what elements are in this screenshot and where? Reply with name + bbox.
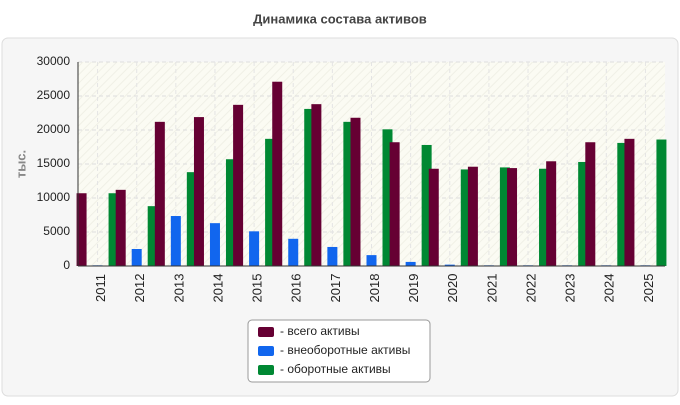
bar — [546, 161, 557, 266]
bar — [428, 168, 439, 266]
bar — [170, 216, 181, 266]
y-tick-label: 30000 — [37, 54, 71, 68]
x-tick-label: 2014 — [210, 274, 225, 303]
bar — [421, 144, 432, 266]
bar — [186, 172, 197, 266]
bar — [304, 108, 315, 266]
bar — [389, 142, 400, 266]
legend-label: - всего активы — [280, 324, 360, 338]
bar — [115, 189, 126, 266]
legend-label: - оборотные активы — [280, 362, 391, 376]
y-tick-label: 15000 — [37, 156, 71, 170]
x-tick-label: 2018 — [367, 274, 382, 303]
x-tick-label: 2019 — [406, 274, 421, 303]
bar — [265, 138, 276, 266]
bar — [76, 193, 87, 266]
bar — [444, 264, 455, 266]
bar — [366, 255, 377, 266]
bar — [147, 206, 158, 266]
x-tick-label: 2011 — [93, 274, 108, 302]
bar — [617, 142, 628, 266]
y-tick-label: 10000 — [37, 190, 71, 204]
x-tick-label: 2022 — [523, 274, 538, 303]
bar — [225, 159, 236, 266]
bar — [327, 246, 338, 266]
bar — [249, 231, 260, 266]
bar — [585, 142, 596, 266]
x-tick-label: 2012 — [132, 274, 147, 303]
bar — [578, 161, 589, 266]
bar — [467, 166, 478, 266]
bar — [209, 223, 220, 266]
legend — [247, 319, 431, 383]
bar — [233, 104, 244, 266]
y-tick-label: 5000 — [43, 224, 70, 238]
legend-label: - внеоборотные активы — [280, 343, 410, 357]
x-tick-label: 2020 — [445, 274, 460, 303]
bar — [460, 169, 471, 266]
x-tick-label: 2021 — [484, 274, 499, 303]
bar — [343, 121, 354, 266]
bar — [154, 121, 165, 266]
bar — [405, 261, 416, 266]
bar — [382, 129, 393, 266]
bar — [311, 104, 322, 266]
bar — [350, 117, 361, 266]
chart-title: Динамика состава активов — [253, 11, 427, 26]
legend-swatch — [258, 365, 274, 375]
x-tick-label: 2023 — [563, 274, 578, 303]
x-tick-label: 2016 — [289, 274, 304, 303]
legend-swatch — [258, 327, 274, 337]
bar — [193, 117, 204, 266]
x-tick-label: 2025 — [641, 274, 656, 303]
bar — [272, 81, 283, 266]
bar — [288, 238, 299, 266]
bar — [507, 168, 518, 266]
y-axis-label: тыс. — [13, 150, 28, 178]
bar — [539, 168, 550, 266]
bar — [656, 139, 667, 266]
y-tick-label: 25000 — [37, 88, 71, 102]
x-tick-label: 2017 — [328, 274, 343, 303]
bar — [108, 193, 119, 266]
legend-swatch — [258, 346, 274, 356]
y-tick-label: 20000 — [37, 122, 71, 136]
x-tick-label: 2013 — [171, 274, 186, 303]
x-tick-label: 2024 — [602, 274, 617, 303]
bar — [499, 167, 510, 266]
bar — [624, 138, 635, 266]
x-tick-label: 2015 — [250, 274, 265, 303]
bar — [131, 249, 142, 266]
y-tick-label: 0 — [63, 258, 70, 272]
